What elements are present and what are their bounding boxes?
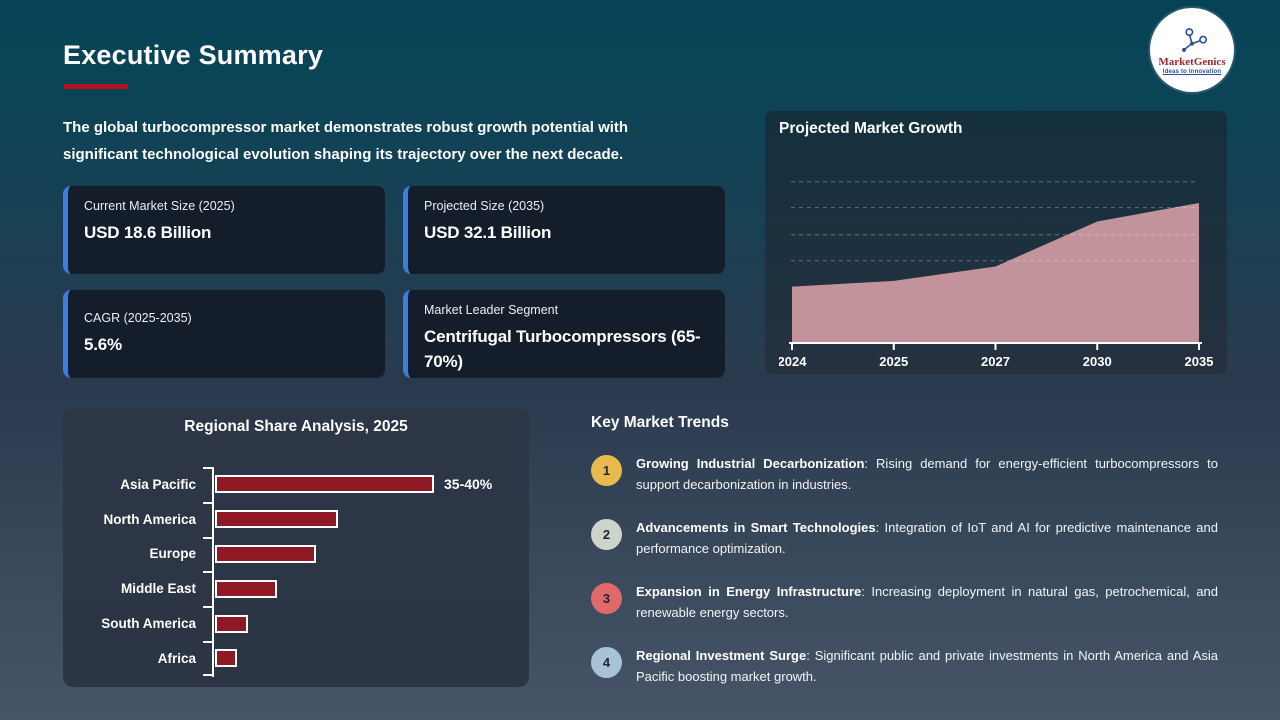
trend-number-badge: 2 <box>591 519 622 550</box>
trend-text: Regional Investment Surge: Significant p… <box>636 645 1218 687</box>
axis-tick <box>203 571 212 574</box>
bar-row-north-america: North America <box>63 502 529 537</box>
bar-category-label: South America <box>101 616 196 632</box>
bar-chart-axis <box>203 467 214 677</box>
bar-europe <box>215 544 316 563</box>
stat-card-label: Market Leader Segment <box>424 303 559 317</box>
x-axis-label: 2035 <box>1185 354 1213 369</box>
trend-body: : Rising demand for energy-efficient tur… <box>636 456 1218 492</box>
trend-body: : Significant public and private investm… <box>636 648 1219 684</box>
x-axis-label: 2025 <box>879 354 908 369</box>
trend-number-badge: 3 <box>591 583 622 614</box>
x-axis-label: 2030 <box>1083 354 1112 369</box>
bar-category-label: Middle East <box>120 581 196 597</box>
regional-share-panel: Regional Share Analysis, 2025 Asia Pacif… <box>63 409 529 687</box>
trend-body: : Increasing deployment in natural gas, … <box>636 584 1219 620</box>
x-axis-label: 2027 <box>981 354 1010 369</box>
bar-north-america <box>215 510 338 529</box>
stat-card-cagr: CAGR (2025-2035) 5.6% <box>63 290 385 378</box>
stat-card-value: USD 32.1 Billion <box>424 223 552 242</box>
marketgenics-logo: MarketGenics Ideas to Innovation <box>1150 8 1234 92</box>
axis-tick <box>203 641 212 643</box>
trend-bold-lead: Regional Investment Surge <box>636 648 807 663</box>
regional-chart-title: Regional Share Analysis, 2025 <box>184 418 408 435</box>
x-axis-label: 2024 <box>779 354 807 369</box>
bar-category-label: North America <box>103 511 196 527</box>
intro-paragraph: The global turbocompressor market demons… <box>63 119 629 163</box>
trend-item-4: 4 Regional Investment Surge: Significant… <box>591 645 1221 687</box>
projected-market-growth-panel: Projected Market Growth 2024 2025 2027 2030… <box>765 111 1227 374</box>
stat-card-value: Centrifugal Turbocompressors (65-70%) <box>424 327 701 371</box>
stat-card-projected-size: Projected Size (2035) USD 32.1 Billion <box>403 186 725 274</box>
axis-tick <box>203 536 212 539</box>
trends-title: Key Market Trends <box>591 414 729 431</box>
bar-row-asia-pacific: Asia Pacific 35-40% <box>63 467 529 502</box>
stat-card-value: 5.6% <box>84 335 122 354</box>
stat-card-label: Current Market Size (2025) <box>84 199 235 213</box>
axis-tick <box>203 606 212 609</box>
bar-chart-rows: Asia Pacific 35-40% North America Europe… <box>63 467 529 676</box>
trend-text: Advancements in Smart Technologies: Inte… <box>636 517 1218 559</box>
trend-text: Growing Industrial Decarbonization: Risi… <box>636 453 1218 495</box>
axis-tick <box>203 501 212 504</box>
bar-africa <box>215 649 237 668</box>
stat-card-current-market-size: Current Market Size (2025) USD 18.6 Bill… <box>63 186 385 274</box>
logo-tagline-text: Ideas to Innovation <box>1162 68 1222 75</box>
bar-row-middle-east: Middle East <box>63 571 529 606</box>
trend-bold-lead: Growing Industrial Decarbonization <box>636 456 865 471</box>
trend-item-1: 1 Growing Industrial Decarbonization: Ri… <box>591 453 1221 495</box>
trend-bold-lead: Expansion in Energy Infrastructure <box>636 584 862 599</box>
key-market-trends-section: Key Market Trends 1 Growing Industrial D… <box>591 414 1221 709</box>
bar-category-label: Africa <box>157 650 196 666</box>
bar-category-label: Europe <box>149 546 196 562</box>
trend-body: : Integration of IoT and AI for predicti… <box>636 520 1218 556</box>
axis-tick <box>203 467 212 469</box>
logo-brand-text: MarketGenics <box>1158 55 1226 68</box>
trend-text: Expansion in Energy Infrastructure: Incr… <box>636 581 1218 623</box>
growth-area-fill <box>792 203 1199 342</box>
trend-item-2: 2 Advancements in Smart Technologies: In… <box>591 517 1221 559</box>
growth-chart-title: Projected Market Growth <box>779 120 963 137</box>
bar-south-america <box>215 614 248 633</box>
bar-middle-east <box>215 579 277 598</box>
growth-area-chart: 2024 2025 2027 2030 2035 <box>779 181 1213 369</box>
bar-row-europe: Europe <box>63 537 529 572</box>
bar-row-south-america: South America <box>63 606 529 641</box>
bar-asia-pacific <box>215 475 434 494</box>
stat-card-value: USD 18.6 Billion <box>84 223 212 242</box>
trend-bold-lead: Advancements in Smart Technologies <box>636 520 876 535</box>
trend-item-3: 3 Expansion in Energy Infrastructure: In… <box>591 581 1221 623</box>
trend-number-badge: 1 <box>591 455 622 486</box>
axis-tick <box>203 673 212 676</box>
bar-row-africa: Africa <box>63 641 529 676</box>
network-nodes-icon <box>1182 27 1208 52</box>
page-title: Executive Summary <box>63 40 324 70</box>
title-accent-rule <box>64 84 128 89</box>
stat-card-market-leader: Market Leader Segment Centrifugal Turboc… <box>403 290 725 378</box>
bar-category-label: Asia Pacific <box>120 476 196 492</box>
bar-value-label: 35-40% <box>444 476 493 493</box>
stat-card-label: CAGR (2025-2035) <box>84 311 192 325</box>
stat-card-label: Projected Size (2035) <box>424 199 545 213</box>
trend-number-badge: 4 <box>591 647 622 678</box>
